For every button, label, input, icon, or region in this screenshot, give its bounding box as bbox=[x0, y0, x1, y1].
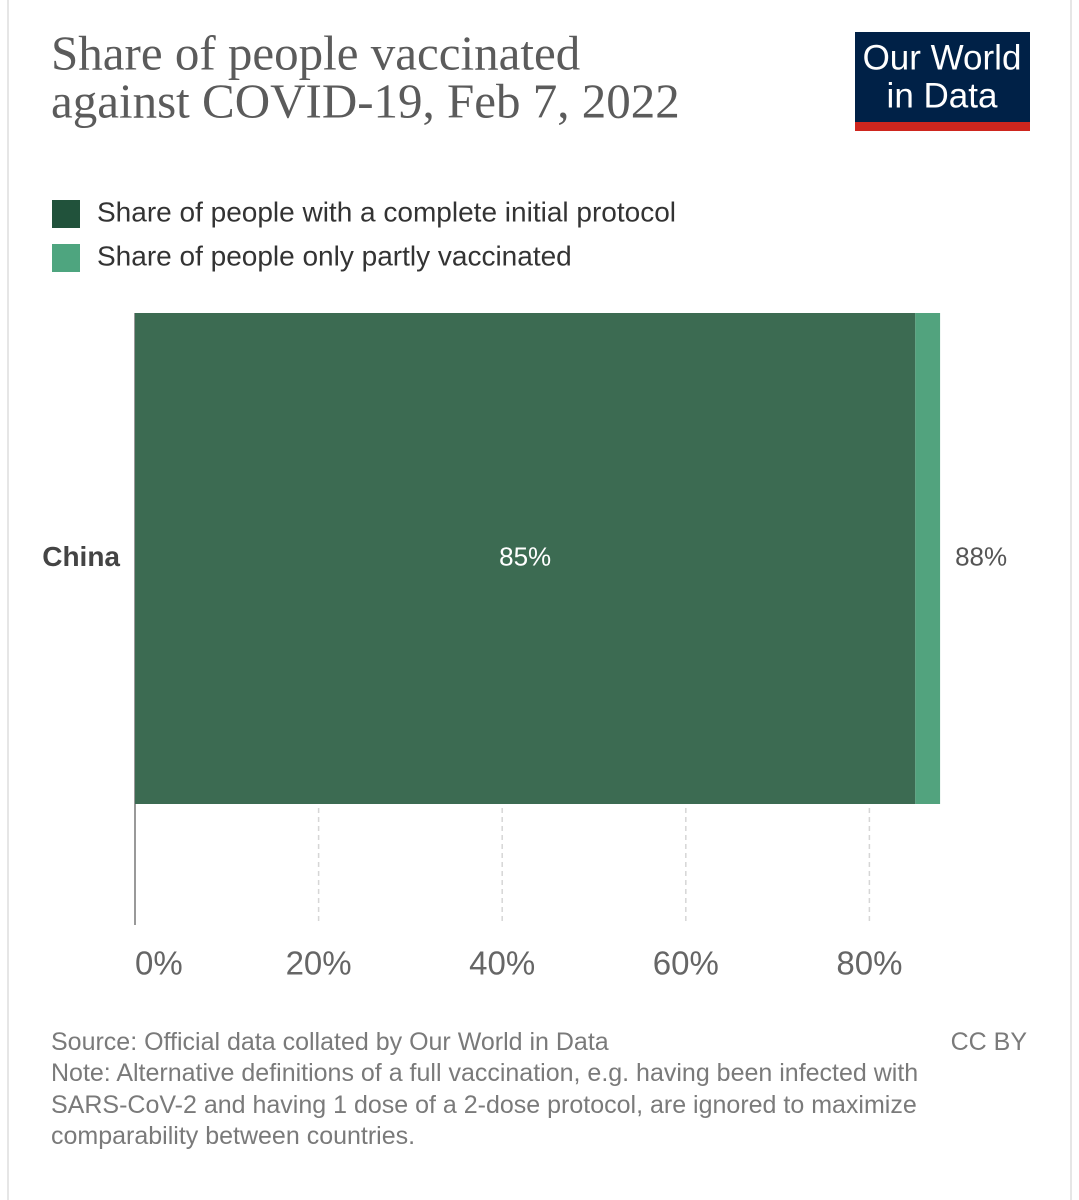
logo-stripe bbox=[855, 122, 1030, 131]
x-tick-label: 40% bbox=[469, 945, 535, 982]
chart-title: Share of people vaccinated bbox=[51, 25, 580, 80]
bar-segment bbox=[135, 313, 916, 804]
total-label: 88% bbox=[955, 541, 1007, 571]
logo-text: in Data bbox=[887, 76, 998, 115]
license: CC BY bbox=[950, 1028, 1027, 1056]
x-tick-label: 60% bbox=[653, 945, 719, 982]
x-tick-label: 20% bbox=[286, 945, 352, 982]
bar-segment bbox=[915, 313, 941, 804]
chart-title: against COVID-19, Feb 7, 2022 bbox=[51, 73, 680, 128]
x-tick-label: 0% bbox=[135, 945, 183, 982]
logo-box bbox=[855, 32, 1030, 122]
source: Source: Official data collated by Our Wo… bbox=[51, 1028, 609, 1056]
legend-label: Share of people with a complete initial … bbox=[97, 196, 676, 227]
legend-swatch bbox=[52, 244, 80, 272]
note: Note: Alternative definitions of a full … bbox=[51, 1059, 919, 1150]
value-label: 85% bbox=[499, 541, 551, 571]
legend-label: Share of people only partly vaccinated bbox=[97, 240, 572, 271]
logo-text: Our World bbox=[863, 38, 1022, 77]
legend-swatch bbox=[52, 200, 80, 228]
category-label: China bbox=[42, 541, 120, 572]
x-tick-label: 80% bbox=[836, 945, 902, 982]
